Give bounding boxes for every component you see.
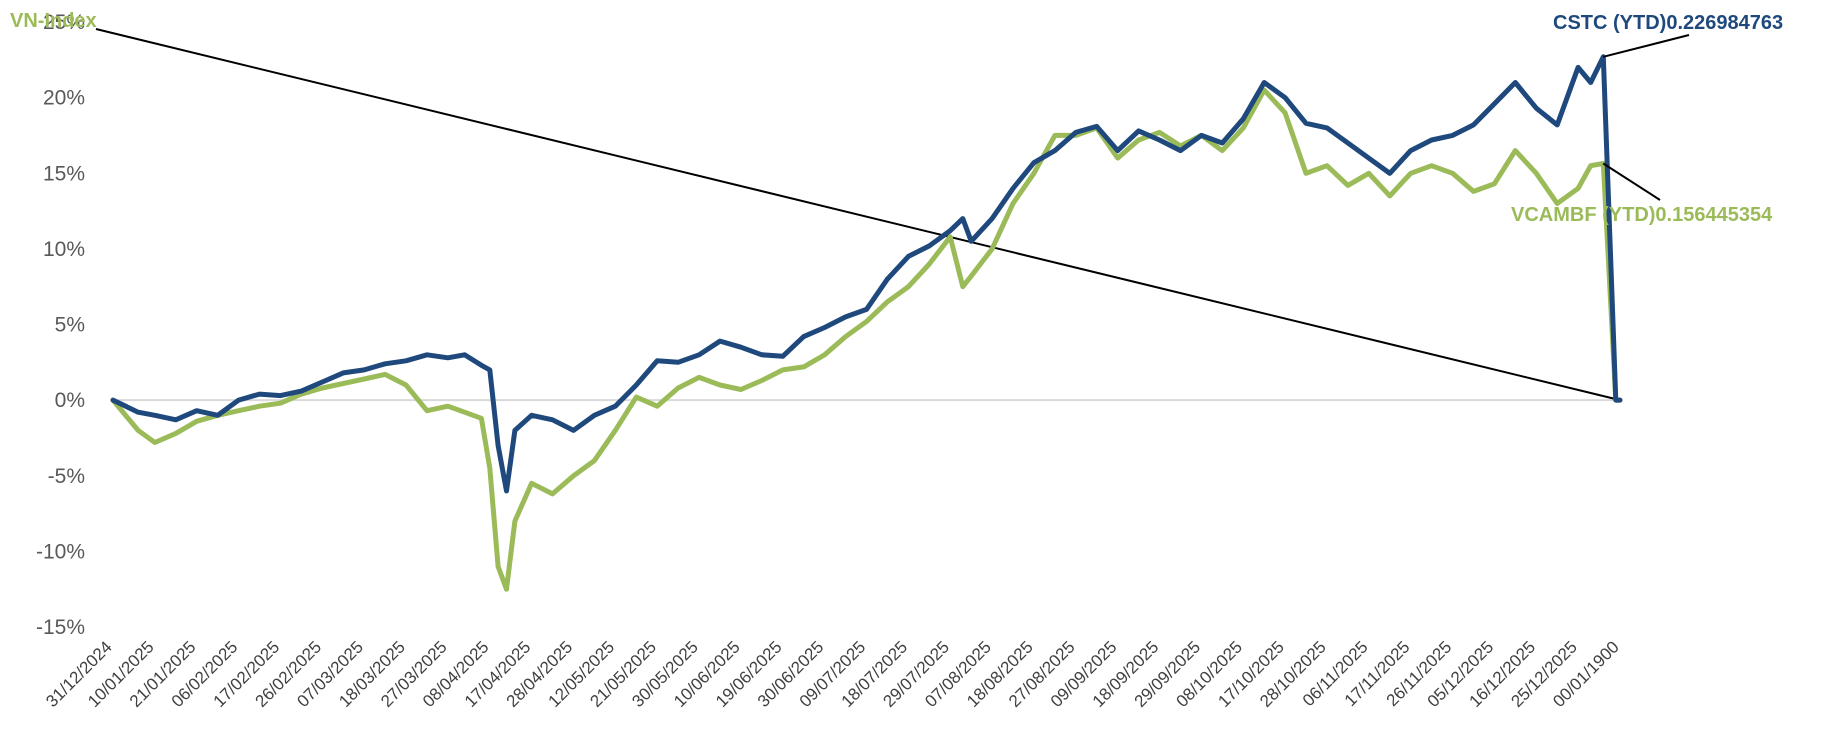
y-axis-ticks: -15% -10% -5% 0% 5% 10% 15% 20% 25% bbox=[36, 11, 85, 639]
cstc-series-line bbox=[110, 54, 1623, 494]
series-layer bbox=[110, 54, 1623, 592]
vn-index-label: VN-Index bbox=[10, 10, 97, 32]
cstc-series-label: CSTC (YTD)0.226984763 bbox=[1553, 12, 1783, 34]
y-tick-label: 5% bbox=[55, 314, 85, 337]
y-tick-label: 10% bbox=[43, 238, 85, 261]
vcambf-series-line bbox=[110, 87, 1623, 592]
y-tick-label: -10% bbox=[36, 540, 85, 563]
y-tick-label: 0% bbox=[55, 389, 85, 412]
y-tick-label: -5% bbox=[48, 465, 85, 488]
y-tick-label: -15% bbox=[36, 616, 85, 639]
vcambf-series-label: VCAMBF (YTD)0.156445354 bbox=[1511, 204, 1773, 226]
cstc-leader-line bbox=[1603, 34, 1690, 58]
y-tick-label: 15% bbox=[43, 162, 85, 185]
leader-lines bbox=[1602, 34, 1690, 201]
x-axis-ticks: 31/12/202410/01/202521/01/202506/02/2025… bbox=[42, 637, 1623, 711]
vcambf-leader-line bbox=[1602, 162, 1661, 201]
y-tick-label: 20% bbox=[43, 87, 85, 110]
y-tick-label: 25% bbox=[43, 11, 85, 34]
diagonal-leader-line bbox=[95, 28, 1621, 402]
